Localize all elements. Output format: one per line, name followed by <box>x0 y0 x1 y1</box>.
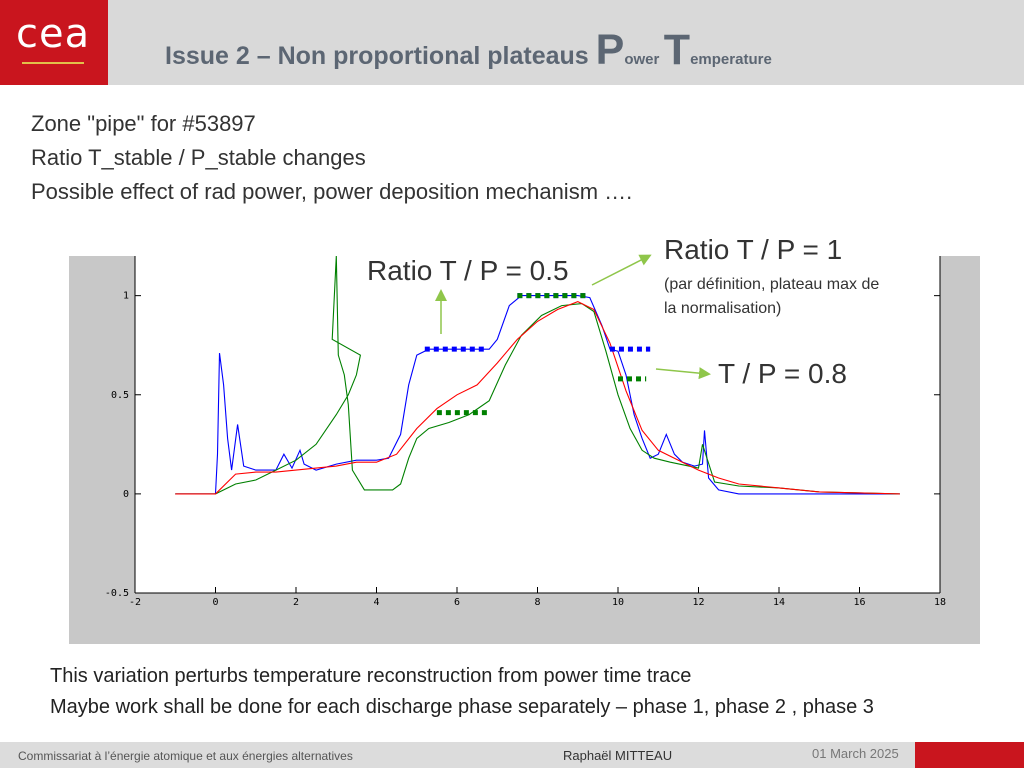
header-bar <box>0 0 1024 85</box>
slide-title: Issue 2 – Non proportional plateaus Powe… <box>165 26 772 75</box>
x-tick-label: 10 <box>612 597 624 608</box>
title-emperature: emperature <box>690 51 772 68</box>
bottom-text-line1: This variation perturbs temperature reco… <box>50 665 692 687</box>
y-tick-label: 0.5 <box>111 390 129 401</box>
annotation-ratio-05: Ratio T / P = 0.5 <box>363 255 573 287</box>
cea-logo: cea <box>0 0 108 85</box>
y-tick-label: -0.5 <box>105 588 129 599</box>
x-tick-label: 16 <box>853 597 865 608</box>
bullet-ratio-changes: Ratio T_stable / P_stable changes <box>31 145 366 170</box>
plot-area <box>135 256 940 593</box>
x-tick-label: 12 <box>692 597 704 608</box>
footer-red-block <box>915 742 1024 768</box>
title-ower: ower <box>624 51 660 68</box>
title-t: T <box>663 26 691 74</box>
bullet-zone-pipe: Zone "pipe" for #53897 <box>31 111 256 136</box>
plot-panel: -2 0 2 4 6 8 10 12 14 16 18 -0.5 0 0.5 1 <box>69 256 980 644</box>
logo-text: cea <box>16 11 91 57</box>
y-tick-label: 0 <box>123 489 129 500</box>
bullet-possible-effect: Possible effect of rad power, power depo… <box>31 179 633 204</box>
title-p: P <box>595 26 625 74</box>
series-line-2 <box>175 300 900 495</box>
x-tick-label: 0 <box>212 597 218 608</box>
y-tick-label: 1 <box>123 291 129 302</box>
x-tick-label: -2 <box>129 597 141 608</box>
footer-date: 01 March 2025 <box>812 746 899 761</box>
x-tick-label: 2 <box>293 597 299 608</box>
annotation-ratio-1-note-line2: la normalisation) <box>664 300 782 317</box>
x-tick-label: 14 <box>773 597 785 608</box>
annotation-ratio-1-note-line1: (par définition, plateau max de <box>664 276 880 293</box>
title-main: Issue 2 – Non proportional plateaus <box>165 42 596 70</box>
logo-underline <box>22 62 84 64</box>
annotation-tp-08: T / P = 0.8 <box>718 358 847 389</box>
footer-bar <box>0 742 1024 768</box>
bottom-text-line2: Maybe work shall be done for each discha… <box>50 696 874 718</box>
x-tick-label: 18 <box>934 597 946 608</box>
x-tick-label: 8 <box>534 597 540 608</box>
plot-svg: -2 0 2 4 6 8 10 12 14 16 18 -0.5 0 0.5 1 <box>105 256 946 608</box>
x-tick-label: 6 <box>454 597 460 608</box>
series-line-1 <box>175 256 900 495</box>
annotation-ratio-1: Ratio T / P = 1 <box>664 234 843 265</box>
x-tick-label: 4 <box>373 597 379 608</box>
footer-organization: Commissariat à l’énergie atomique et aux… <box>18 749 353 763</box>
footer-author: Raphaël MITTEAU <box>563 748 673 763</box>
